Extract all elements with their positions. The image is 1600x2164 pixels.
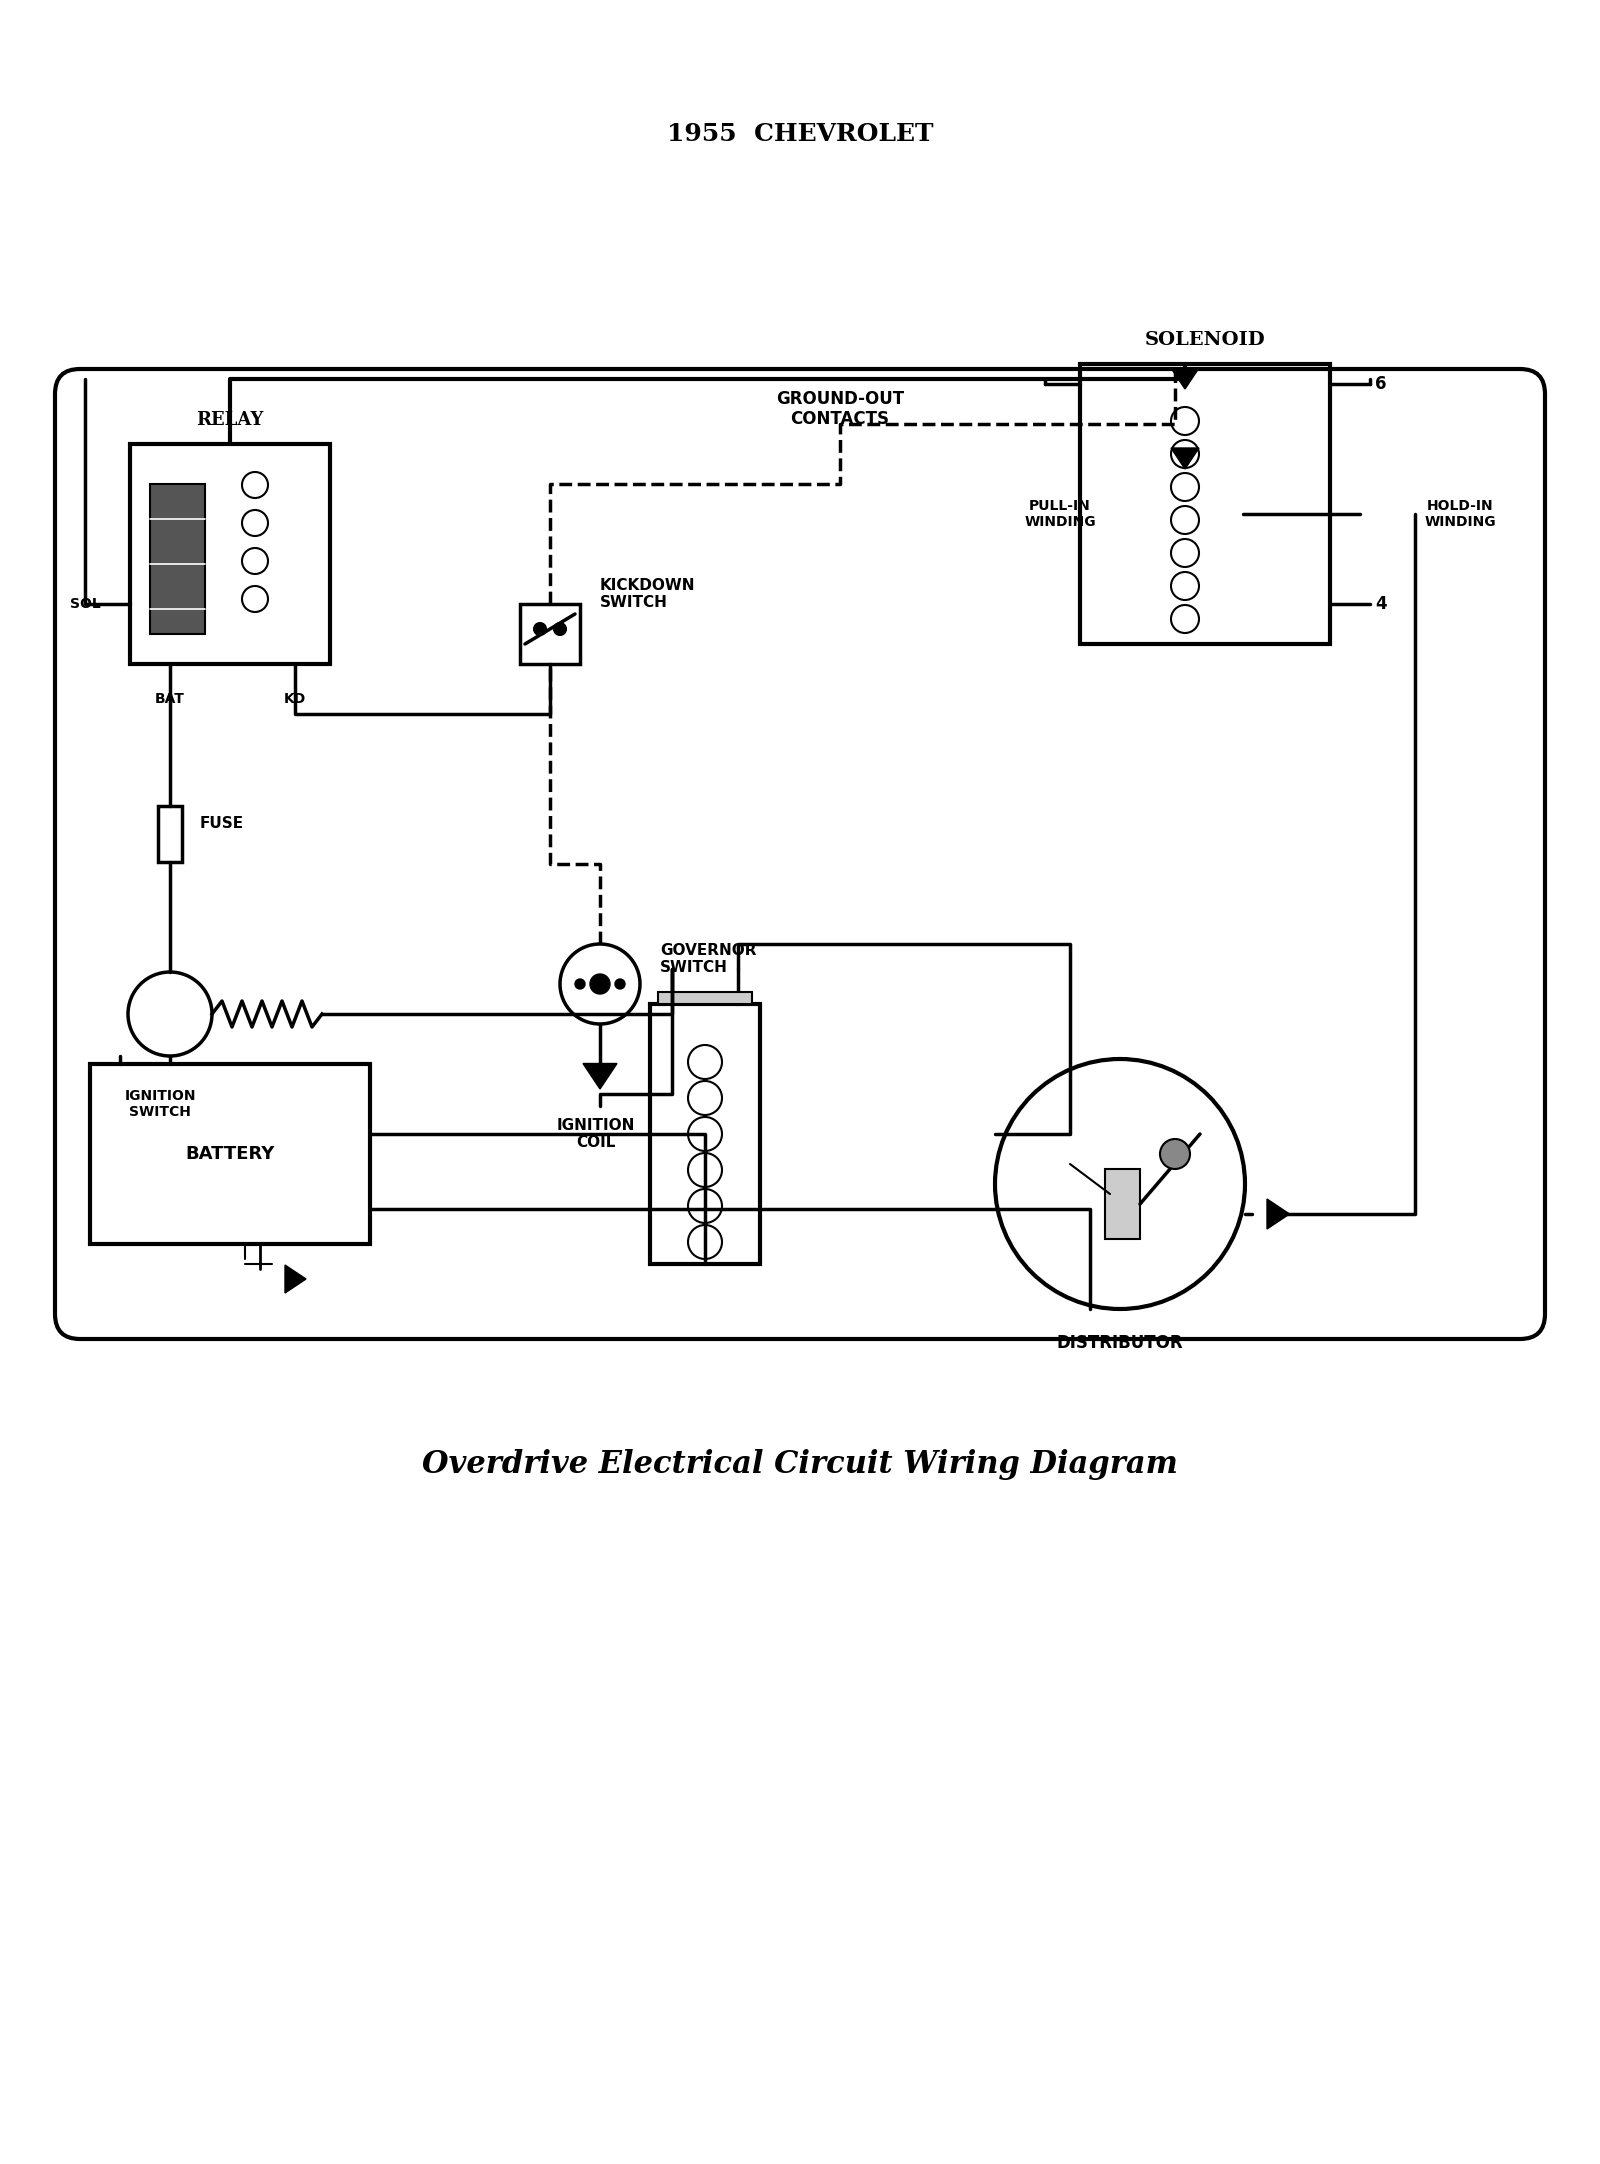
Text: RELAY: RELAY xyxy=(197,411,264,428)
Polygon shape xyxy=(582,1063,618,1088)
Text: HOLD-IN
WINDING: HOLD-IN WINDING xyxy=(1424,500,1496,530)
Text: 4: 4 xyxy=(1374,595,1387,612)
Text: IGNITION
SWITCH: IGNITION SWITCH xyxy=(125,1088,195,1119)
Text: GOVERNOR
SWITCH: GOVERNOR SWITCH xyxy=(661,944,757,976)
Bar xyxy=(90,1065,370,1244)
Bar xyxy=(130,444,330,664)
Text: KICKDOWN
SWITCH: KICKDOWN SWITCH xyxy=(600,578,696,610)
Text: DISTRIBUTOR: DISTRIBUTOR xyxy=(1056,1333,1184,1352)
Text: IGNITION
COIL: IGNITION COIL xyxy=(557,1119,635,1151)
Circle shape xyxy=(554,623,566,634)
Bar xyxy=(1106,1169,1139,1240)
Text: GROUND-OUT
CONTACTS: GROUND-OUT CONTACTS xyxy=(776,390,904,428)
Text: 1955  CHEVROLET: 1955 CHEVROLET xyxy=(667,121,933,145)
Polygon shape xyxy=(1171,368,1198,390)
Text: KD: KD xyxy=(283,692,306,705)
Polygon shape xyxy=(1267,1199,1290,1229)
Polygon shape xyxy=(285,1266,306,1294)
Bar xyxy=(1080,364,1330,645)
Text: BAT: BAT xyxy=(155,692,186,705)
Bar xyxy=(658,991,752,1004)
Polygon shape xyxy=(1171,448,1198,470)
Circle shape xyxy=(534,623,546,634)
Text: BATTERY: BATTERY xyxy=(186,1145,275,1162)
Circle shape xyxy=(614,978,626,989)
Text: SOLENOID: SOLENOID xyxy=(1144,331,1266,348)
Bar xyxy=(650,1004,760,1264)
Circle shape xyxy=(1160,1138,1190,1169)
Bar xyxy=(520,604,579,664)
Bar xyxy=(150,485,205,634)
Circle shape xyxy=(574,978,586,989)
Circle shape xyxy=(590,974,610,993)
Bar xyxy=(158,805,182,861)
Text: Overdrive Electrical Circuit Wiring Diagram: Overdrive Electrical Circuit Wiring Diag… xyxy=(422,1448,1178,1480)
Text: FUSE: FUSE xyxy=(200,816,245,831)
Text: 6: 6 xyxy=(1374,374,1387,394)
Text: SOL: SOL xyxy=(70,597,101,610)
Text: PULL-IN
WINDING: PULL-IN WINDING xyxy=(1024,500,1096,530)
